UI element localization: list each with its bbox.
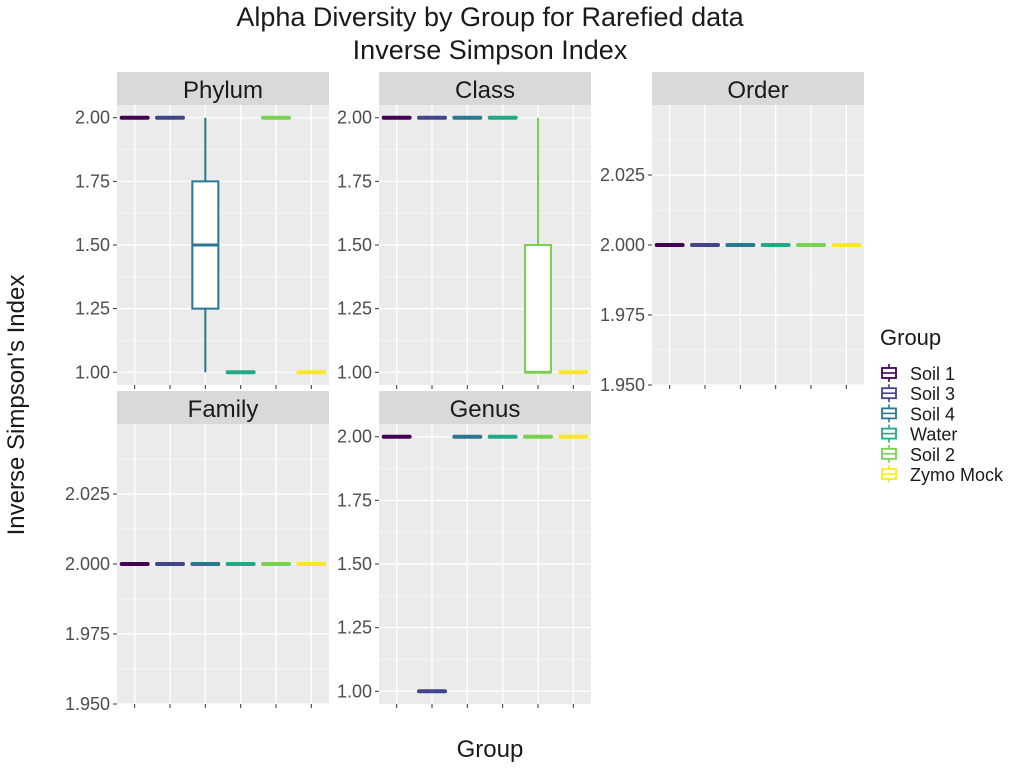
y-tick-label: 2.00 — [337, 108, 372, 128]
legend-label: Soil 1 — [910, 364, 955, 384]
y-tick-label: 1.75 — [337, 171, 372, 191]
panel-class: Class 1.00 1.25 1.50 1.75 2.00 — [337, 72, 591, 389]
y-tick-label: 1.75 — [75, 171, 110, 191]
y-tick-label: 1.50 — [337, 554, 372, 574]
box-soil-4 — [191, 117, 220, 373]
panel-family: Family 1.950 1.975 2.000 2.025 — [65, 391, 329, 714]
legend-label: Soil 3 — [910, 384, 955, 404]
panel-phylum: Phylum 1.00 1.25 1.50 1.75 2.00 — [75, 72, 329, 389]
chart-subtitle: Inverse Simpson Index — [353, 35, 628, 65]
y-axis-title: Inverse Simpson's Index — [3, 275, 30, 536]
chart-title: Alpha Diversity by Group for Rarefied da… — [236, 2, 744, 32]
y-tick-label: 1.975 — [600, 305, 645, 325]
legend-label: Water — [910, 425, 957, 445]
y-tick-label: 1.50 — [337, 235, 372, 255]
y-tick-label: 1.950 — [65, 694, 110, 714]
facet-panels: Phylum 1.00 1.25 1.50 1.75 2.00 Class 1.00 1.25 1… — [65, 72, 864, 714]
y-tick-label: 1.25 — [337, 618, 372, 638]
y-tick-label: 2.00 — [337, 427, 372, 447]
y-tick-label: 1.975 — [65, 624, 110, 644]
legend-label: Zymo Mock — [910, 465, 1004, 485]
legend-item-water: Water — [881, 424, 957, 445]
facet-strip-label: Family — [188, 396, 259, 423]
facet-strip — [117, 391, 329, 424]
facet-strip — [117, 72, 329, 105]
box-body — [524, 244, 552, 374]
y-tick-label: 1.00 — [337, 362, 372, 382]
facet-strip — [379, 391, 591, 424]
y-tick-label: 1.25 — [75, 299, 110, 319]
legend-item-soil-3: Soil 3 — [881, 384, 955, 404]
y-tick-label: 1.00 — [337, 681, 372, 701]
y-tick-label: 1.50 — [75, 235, 110, 255]
y-tick-label: 2.00 — [75, 108, 110, 128]
facet-strip — [379, 72, 591, 105]
y-tick-label: 1.75 — [337, 490, 372, 510]
legend-item-soil-2: Soil 2 — [881, 444, 955, 465]
legend-item-soil-4: Soil 4 — [881, 404, 955, 424]
panel-genus: Genus 1.00 1.25 1.50 1.75 2.00 — [337, 391, 591, 708]
legend-item-soil-1: Soil 1 — [881, 364, 955, 384]
y-tick-label: 1.25 — [337, 299, 372, 319]
facet-strip-label: Order — [727, 77, 788, 104]
y-tick-label: 2.025 — [65, 484, 110, 504]
x-axis-title: Group — [457, 736, 524, 763]
y-tick-label: 1.950 — [600, 375, 645, 395]
y-tick-label: 2.025 — [600, 165, 645, 185]
facet-strip — [652, 72, 864, 105]
legend-title: Group — [880, 325, 941, 350]
legend-label: Soil 2 — [910, 445, 955, 465]
y-tick-label: 2.000 — [65, 554, 110, 574]
facet-strip-label: Phylum — [183, 77, 263, 104]
legend-item-zymo-mock: Zymo Mock — [881, 465, 1004, 485]
facet-strip-label: Genus — [450, 396, 521, 423]
legend-label: Soil 4 — [910, 404, 955, 424]
panel-order: Order 1.950 1.975 2.000 2.025 — [600, 72, 864, 395]
y-tick-label: 2.000 — [600, 235, 645, 255]
box-soil-2 — [524, 117, 552, 374]
y-tick-label: 1.00 — [75, 362, 110, 382]
facet-strip-label: Class — [455, 77, 515, 104]
